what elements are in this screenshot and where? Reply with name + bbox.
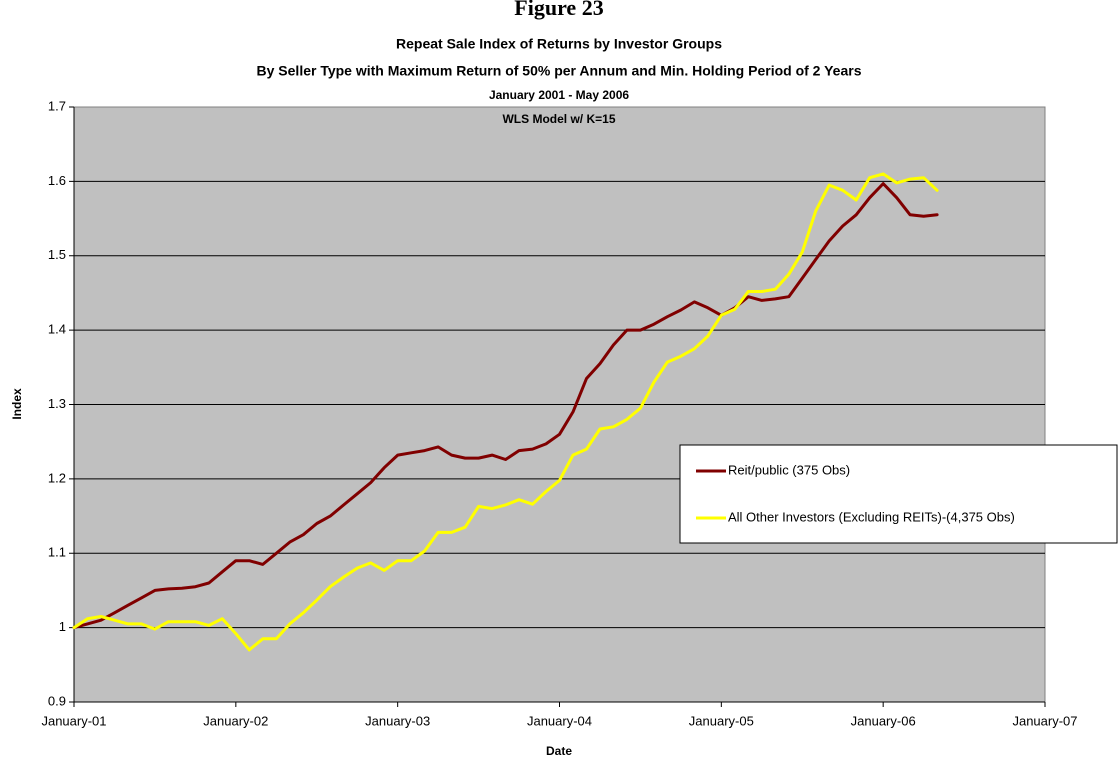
y-tick-label: 1.6: [48, 173, 66, 188]
legend-box: [679, 444, 1118, 544]
x-tick-label: January-02: [203, 713, 268, 728]
legend-label: Reit/public (375 Obs): [728, 462, 850, 477]
legend-label: All Other Investors (Excluding REITs)-(4…: [728, 509, 1015, 524]
y-tick-label: 1: [59, 619, 66, 634]
chart-subtitle: Repeat Sale Index of Returns by Investor…: [396, 36, 722, 52]
x-tick-label: January-07: [1012, 713, 1077, 728]
chart-subtitle: By Seller Type with Maximum Return of 50…: [257, 63, 862, 79]
y-tick-label: 1.5: [48, 247, 66, 262]
x-tick-label: January-03: [365, 713, 430, 728]
x-tick-label: January-01: [41, 713, 106, 728]
x-axis-label: Date: [546, 744, 572, 758]
chart-title: Figure 23: [514, 0, 603, 20]
y-tick-label: 1.1: [48, 545, 66, 560]
y-tick-label: 1.3: [48, 396, 66, 411]
x-tick-label: January-04: [527, 713, 592, 728]
annotation: WLS Model w/ K=15: [502, 112, 615, 126]
y-tick-label: 0.9: [48, 693, 66, 708]
series-line: [72, 172, 939, 652]
y-axis-label: Index: [10, 388, 24, 420]
y-tick-label: 1.7: [48, 98, 66, 113]
x-tick-label: January-06: [851, 713, 916, 728]
y-tick-label: 1.4: [48, 322, 66, 337]
series-line: [72, 182, 939, 630]
y-tick-label: 1.2: [48, 470, 66, 485]
x-tick-label: January-05: [689, 713, 754, 728]
date-range: January 2001 - May 2006: [489, 88, 629, 102]
